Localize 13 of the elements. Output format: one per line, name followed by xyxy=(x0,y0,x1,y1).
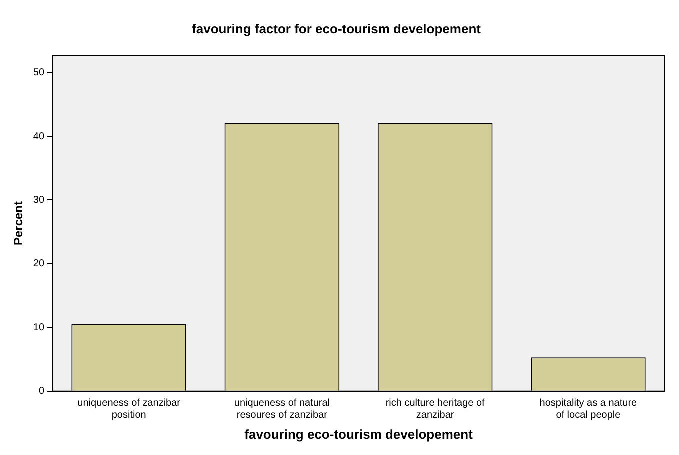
x-tick-label: uniqueness of natural resoures of zanzibar xyxy=(234,398,330,422)
y-tick-label: 0 xyxy=(38,386,45,398)
y-tick-label: 30 xyxy=(33,194,45,206)
chart-title: favouring factor for eco-tourism developement xyxy=(192,21,482,36)
y-tick-label: 50 xyxy=(33,68,45,79)
y-axis-title: Percent xyxy=(12,201,26,246)
x-tick-label: rich culture heritage of zanzibar xyxy=(386,398,486,422)
x-tick-label: uniqueness of zanzibar position xyxy=(78,398,182,422)
x-axis-title: favouring eco-tourism developement xyxy=(244,426,474,442)
x-tick-label: hospitality as a nature of local people xyxy=(540,398,638,422)
y-tick-label: 40 xyxy=(33,131,45,142)
y-tick-label: 20 xyxy=(33,258,45,270)
y-tick-label: 10 xyxy=(33,322,45,334)
